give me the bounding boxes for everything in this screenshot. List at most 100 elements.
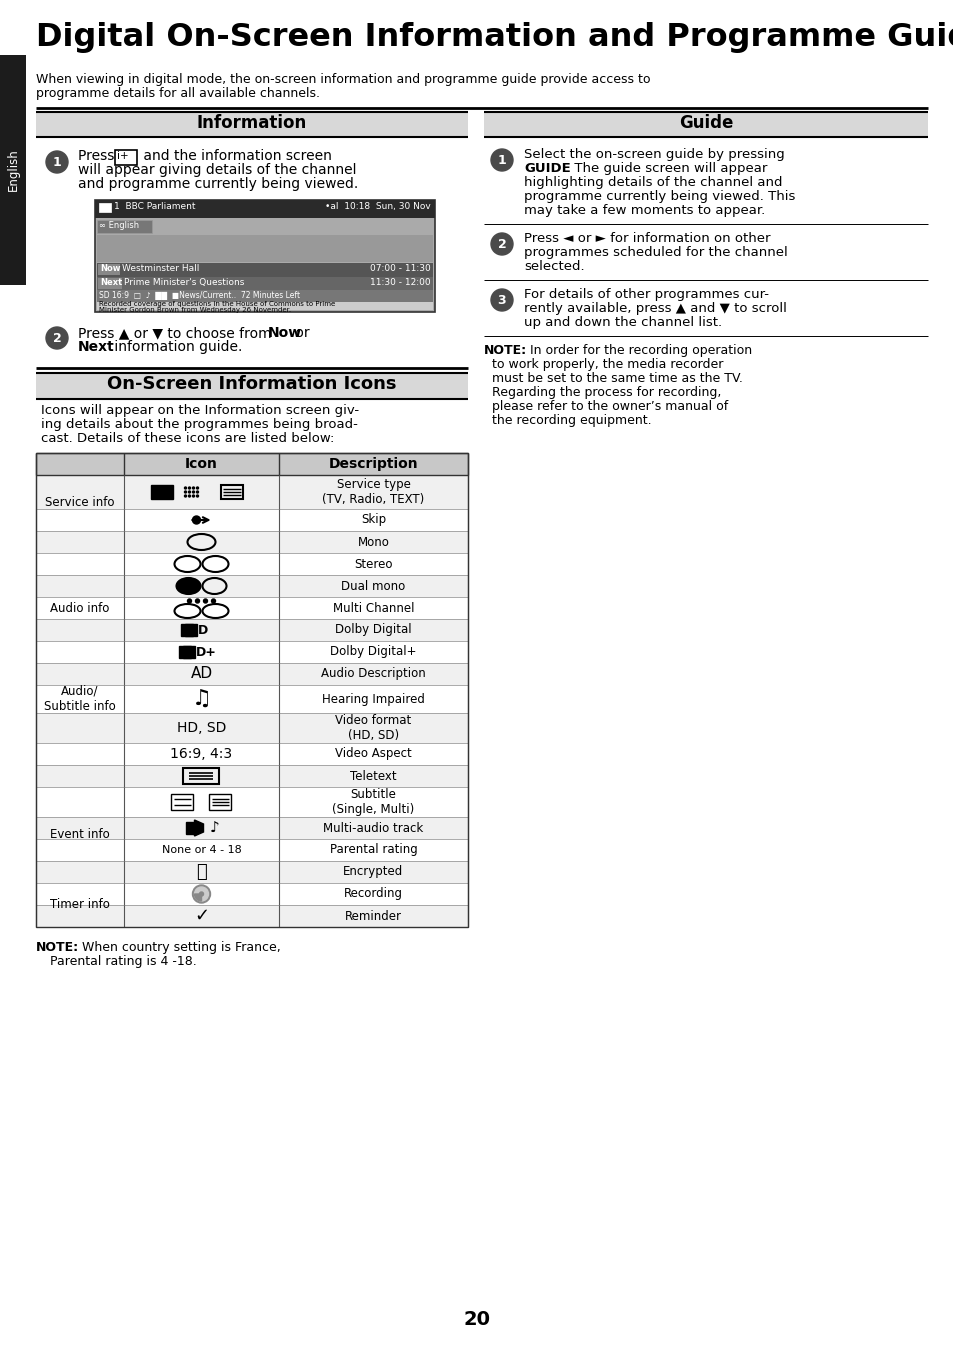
Text: and programme currently being viewed.: and programme currently being viewed.: [78, 177, 358, 191]
Circle shape: [491, 288, 513, 311]
Bar: [36, 112, 468, 137]
Text: English: English: [7, 149, 19, 191]
Circle shape: [184, 492, 186, 493]
Text: ♫: ♫: [192, 689, 212, 709]
Text: may take a few moments to appear.: may take a few moments to appear.: [523, 204, 764, 217]
Text: Next: Next: [78, 340, 114, 353]
Text: 2: 2: [497, 237, 506, 250]
Bar: [36, 743, 468, 765]
Text: highlighting details of the channel and: highlighting details of the channel and: [523, 176, 781, 190]
Text: D: D: [197, 623, 208, 636]
Bar: [183, 768, 219, 784]
Bar: [36, 839, 468, 861]
Bar: [186, 822, 194, 834]
Text: information guide.: information guide.: [110, 340, 242, 353]
Bar: [36, 816, 468, 839]
Text: Press ◄ or ► for information on other: Press ◄ or ► for information on other: [523, 232, 770, 245]
Bar: [36, 509, 468, 531]
Text: NOTE:: NOTE:: [36, 941, 79, 955]
Bar: [36, 765, 468, 787]
Text: 3: 3: [497, 294, 506, 306]
Text: Recorded coverage of questions in the House of Commons to Prime: Recorded coverage of questions in the Ho…: [99, 301, 335, 307]
Bar: [483, 112, 927, 137]
Bar: [97, 278, 433, 290]
Bar: [185, 624, 197, 636]
Bar: [97, 219, 152, 233]
Text: and the information screen: and the information screen: [139, 149, 332, 162]
Text: ♪: ♪: [210, 821, 219, 835]
Circle shape: [212, 598, 215, 603]
Bar: [97, 263, 433, 278]
Text: Audio/
Subtitle info: Audio/ Subtitle info: [44, 685, 115, 714]
Circle shape: [193, 516, 200, 524]
Bar: [98, 264, 120, 275]
Text: Mono: Mono: [357, 535, 389, 548]
Text: . The guide screen will appear: . The guide screen will appear: [565, 162, 766, 175]
Bar: [36, 372, 468, 399]
Bar: [179, 646, 192, 658]
Text: Select the on-screen guide by pressing: Select the on-screen guide by pressing: [523, 148, 784, 161]
Text: up and down the channel list.: up and down the channel list.: [523, 315, 721, 329]
Text: ✓: ✓: [193, 907, 209, 925]
Bar: [98, 278, 122, 288]
Text: D+: D+: [195, 646, 216, 658]
Bar: [36, 475, 468, 509]
Circle shape: [193, 886, 211, 903]
Text: programmes scheduled for the channel: programmes scheduled for the channel: [523, 246, 787, 259]
Bar: [99, 203, 111, 213]
Text: Dolby Digital+: Dolby Digital+: [330, 646, 416, 658]
Circle shape: [46, 152, 68, 173]
Text: 1: 1: [497, 153, 506, 167]
Bar: [181, 624, 193, 636]
Text: Icons will appear on the Information screen giv-: Icons will appear on the Information scr…: [41, 403, 358, 417]
Text: rently available, press ▲ and ▼ to scroll: rently available, press ▲ and ▼ to scrol…: [523, 302, 786, 315]
Bar: [210, 793, 232, 810]
Text: When country setting is France,: When country setting is France,: [78, 941, 280, 955]
Bar: [36, 861, 468, 883]
Circle shape: [195, 598, 199, 603]
Text: For details of other programmes cur-: For details of other programmes cur-: [523, 288, 768, 301]
Text: Skip: Skip: [360, 513, 386, 527]
Text: Parental rating is 4 -18.: Parental rating is 4 -18.: [50, 955, 196, 968]
Text: Westminster Hall: Westminster Hall: [122, 264, 199, 274]
Text: Subtitle
(Single, Multi): Subtitle (Single, Multi): [332, 788, 415, 816]
Text: Press ▲ or ▼ to choose from: Press ▲ or ▼ to choose from: [78, 326, 275, 340]
Bar: [36, 575, 468, 597]
Text: Recording: Recording: [344, 887, 402, 900]
Bar: [97, 302, 433, 310]
Text: 1  BBC Parliament: 1 BBC Parliament: [113, 202, 195, 211]
Text: Encrypted: Encrypted: [343, 865, 403, 879]
Text: 2: 2: [52, 332, 61, 344]
Text: ing details about the programmes being broad-: ing details about the programmes being b…: [41, 418, 357, 431]
Text: Dual mono: Dual mono: [341, 580, 405, 593]
Text: NOTE:: NOTE:: [483, 344, 527, 357]
Text: Information: Information: [196, 114, 307, 131]
Text: Press: Press: [78, 149, 118, 162]
Text: Video Aspect: Video Aspect: [335, 747, 412, 761]
Text: please refer to the owner’s manual of: please refer to the owner’s manual of: [492, 399, 727, 413]
Text: programme details for all available channels.: programme details for all available chan…: [36, 87, 319, 100]
Bar: [36, 714, 468, 743]
Bar: [115, 150, 137, 165]
Bar: [36, 454, 468, 927]
Text: SD 16:9  □  ♪  ██  ■News/Current..  72 Minutes Left: SD 16:9 □ ♪ ██ ■News/Current.. 72 Minute…: [99, 291, 300, 301]
Text: Dolby Digital: Dolby Digital: [335, 623, 412, 636]
Bar: [97, 290, 433, 302]
Text: None or 4 - 18: None or 4 - 18: [161, 845, 241, 854]
Text: When viewing in digital mode, the on-screen information and programme guide prov: When viewing in digital mode, the on-scr…: [36, 73, 650, 87]
Text: Next: Next: [100, 278, 122, 287]
Wedge shape: [194, 894, 201, 900]
Circle shape: [46, 328, 68, 349]
Bar: [221, 485, 243, 500]
Text: 1: 1: [52, 156, 61, 168]
Circle shape: [188, 598, 192, 603]
Polygon shape: [194, 821, 203, 835]
Text: Audio Description: Audio Description: [321, 668, 425, 681]
Bar: [36, 685, 468, 714]
Circle shape: [184, 487, 186, 489]
Text: ⓜ: ⓜ: [196, 862, 207, 881]
Circle shape: [193, 496, 194, 497]
Bar: [36, 787, 468, 816]
Text: Now: Now: [268, 326, 302, 340]
Bar: [172, 793, 193, 810]
